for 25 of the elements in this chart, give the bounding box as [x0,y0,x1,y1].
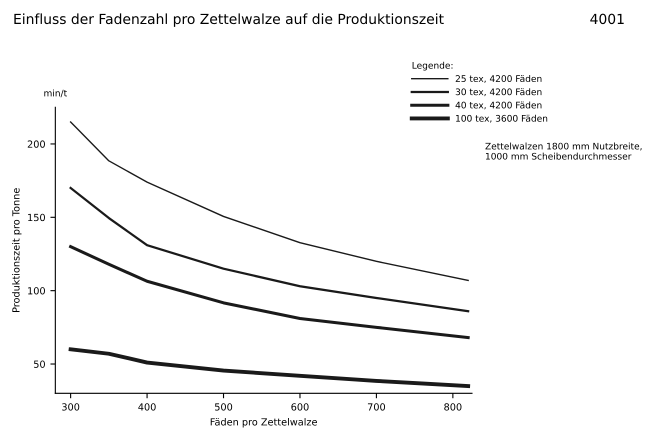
line-series [70,186,470,312]
x-tick-label: 700 [368,403,386,411]
y-tick-label: 50 [34,360,45,368]
y-axis-title: Produktionszeit pro Tonne [12,188,22,312]
line-series [69,245,470,340]
x-tick-label: 600 [291,403,309,411]
text: min/t [44,90,67,98]
y-tick-label: 100 [28,287,45,294]
text: Zettelwalzen 1800 mm Nutzbreite, 1000 mm Scheibendurchmesser [485,142,642,160]
chart-title: Einfluss der Fadenzahl pro Zettelwalze auf die Produktionszeit [14,13,444,27]
legend-label: 30 tex, 4200 Fäden [456,88,542,96]
legend-label: 25 tex, 4200 Fäden [456,75,542,83]
legend-label: 40 tex, 4200 Fäden [456,102,542,110]
line-series [68,347,470,388]
x-tick-label: 300 [62,403,80,411]
x-tick-label: 800 [444,403,462,411]
y-tick-label: 150 [28,214,45,222]
text: 4001 [590,14,624,24]
x-tick-label: 400 [138,403,156,411]
x-axis-title: Fäden pro Zettelwalze [210,418,317,428]
line-series [70,121,469,282]
legend-label: 100 tex, 3600 Fäden [456,114,548,123]
x-tick-label: 500 [214,403,232,411]
legend-title: Legende: [412,62,452,70]
y-tick-label: 200 [28,140,45,148]
